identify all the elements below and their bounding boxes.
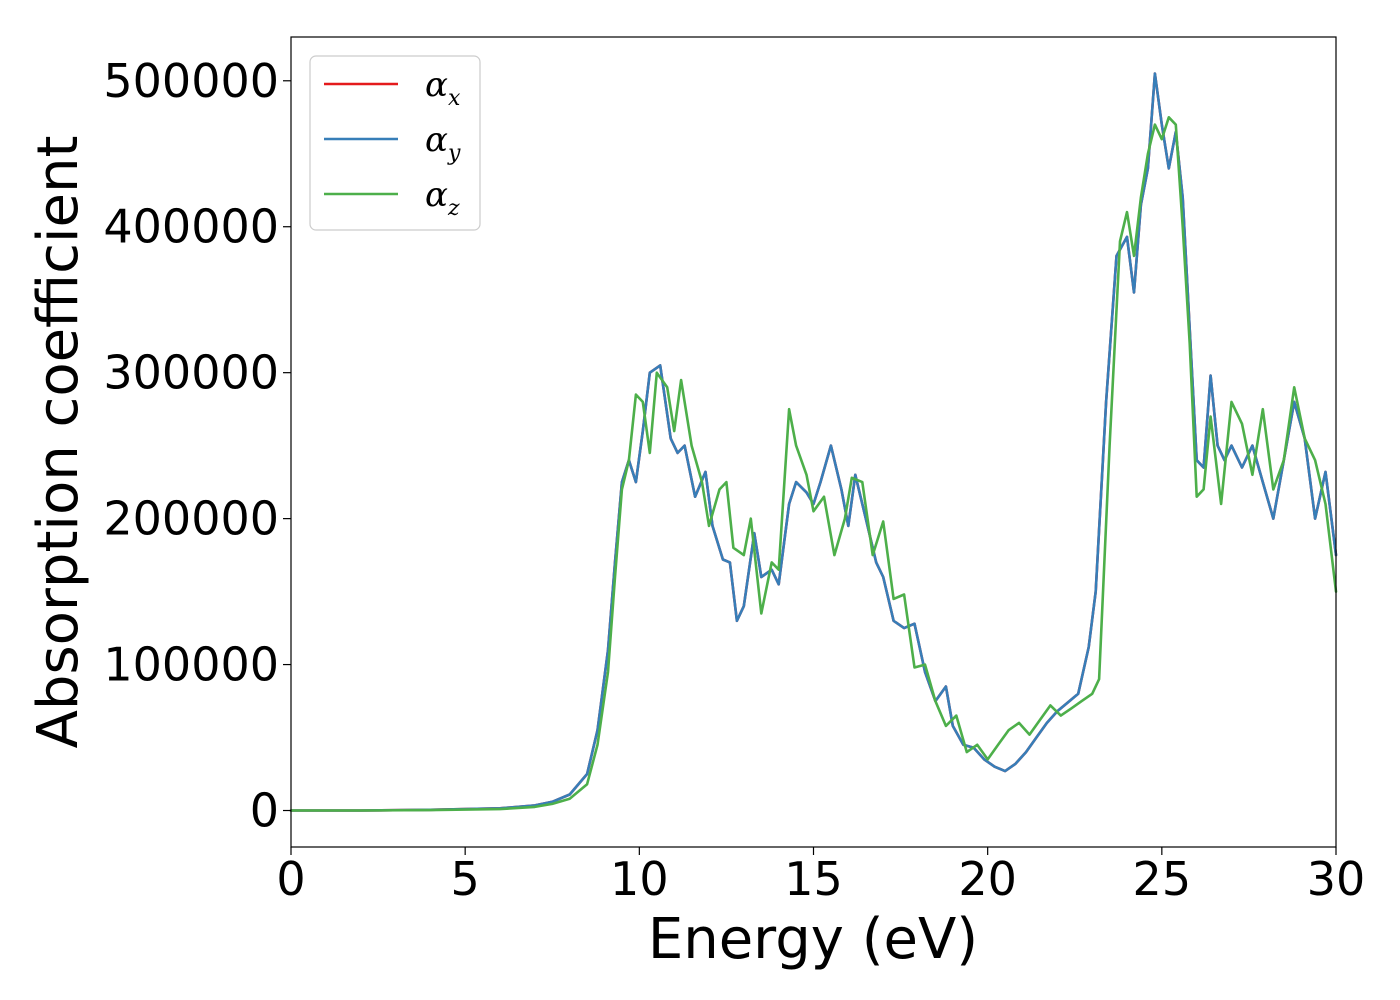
legend-label-sub: x (448, 86, 461, 111)
legend-box (309, 55, 481, 231)
x-tick-label: 20 (958, 852, 1017, 906)
series-line-z (289, 116, 1338, 812)
series-line-y (289, 72, 1338, 812)
legend-label-x: αx (425, 65, 461, 111)
y-axis-label: Absorption coefficient (26, 136, 91, 749)
legend-label-sub: z (447, 196, 460, 221)
x-tick-label: 25 (1133, 852, 1192, 906)
x-axis-label: Energy (eV) (648, 907, 978, 972)
x-tick-label: 5 (451, 852, 480, 906)
series-layer (289, 72, 1338, 812)
y-tick-label: 400000 (103, 200, 279, 254)
x-tick-label: 0 (276, 852, 305, 906)
legend-label-base: α (425, 65, 448, 105)
legend-label-y: αy (425, 120, 461, 166)
legend-label-z: αz (425, 175, 460, 221)
x-tick-label: 30 (1307, 852, 1366, 906)
y-tick-label: 100000 (103, 638, 279, 692)
legend-label-base: α (425, 120, 448, 160)
y-tick-label: 500000 (103, 54, 279, 108)
x-axis-ticks: 0 5 10 15 20 25 30 (276, 847, 1365, 906)
x-tick-label: 10 (610, 852, 669, 906)
legend-label-base: α (425, 175, 448, 215)
legend-label-sub: y (447, 141, 461, 166)
y-tick-label: 300000 (103, 346, 279, 400)
y-axis-ticks: 0 100000 200000 300000 400000 500000 (103, 54, 291, 838)
x-tick-label: 15 (784, 852, 843, 906)
y-tick-label: 0 (250, 784, 279, 838)
y-tick-label: 200000 (103, 492, 279, 546)
